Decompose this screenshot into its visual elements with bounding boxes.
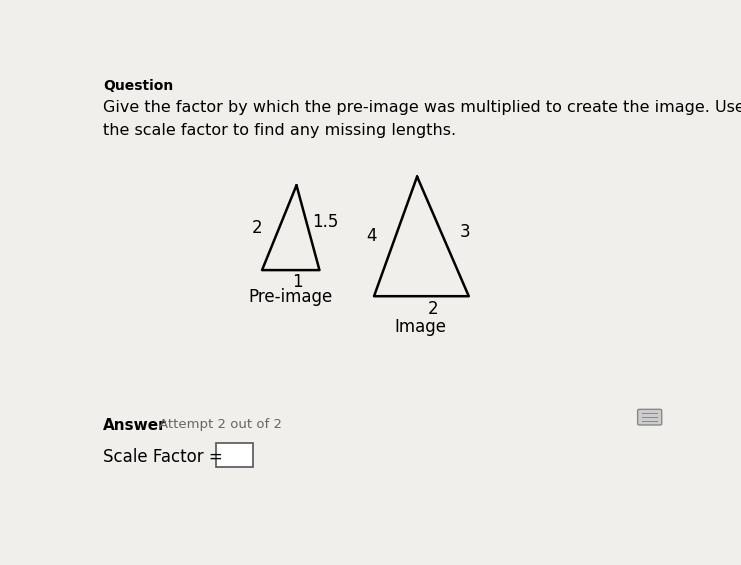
Text: Image: Image xyxy=(394,318,446,336)
Text: 3: 3 xyxy=(459,223,470,241)
Text: 4: 4 xyxy=(366,227,376,245)
FancyBboxPatch shape xyxy=(637,409,662,425)
Text: Pre-image: Pre-image xyxy=(249,288,333,306)
Text: Give the factor by which the pre-image was multiplied to create the image. Use
t: Give the factor by which the pre-image w… xyxy=(103,101,741,138)
Text: Attempt 2 out of 2: Attempt 2 out of 2 xyxy=(159,418,282,431)
Text: 2: 2 xyxy=(428,300,438,318)
Text: Question: Question xyxy=(103,79,173,93)
Text: 2: 2 xyxy=(252,219,263,237)
Text: Scale Factor =: Scale Factor = xyxy=(103,449,223,467)
FancyBboxPatch shape xyxy=(216,443,253,467)
Text: 1.5: 1.5 xyxy=(312,214,339,232)
Text: Answer: Answer xyxy=(103,418,167,433)
Text: 1: 1 xyxy=(293,273,303,292)
